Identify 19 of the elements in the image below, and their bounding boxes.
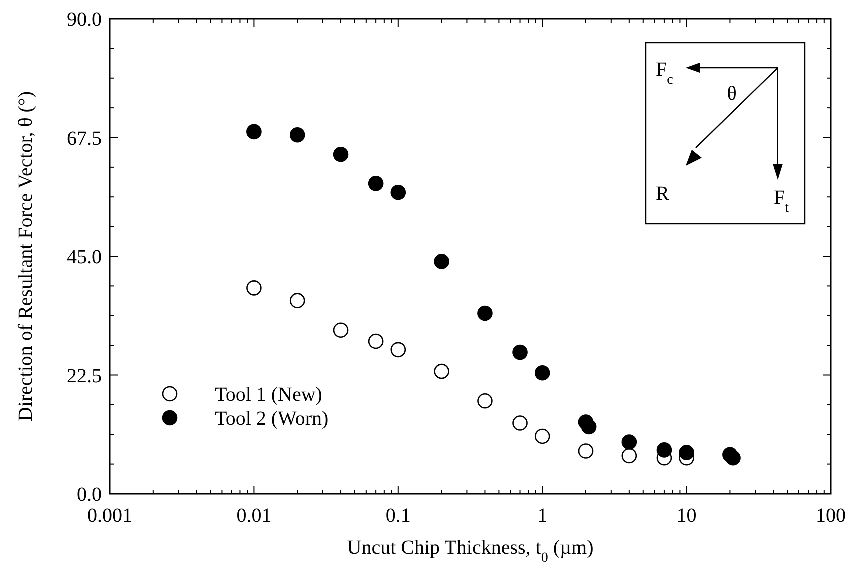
- y-tick-label: 45.0: [67, 246, 102, 268]
- legend-label: Tool 2 (Worn): [215, 408, 329, 430]
- y-tick-label: 0.0: [77, 484, 102, 506]
- x-tick-label: 0.001: [88, 505, 132, 527]
- annotation: θ: [727, 83, 737, 105]
- x-tick-label: 100: [816, 505, 846, 527]
- annotation: F$_{t}$: [774, 187, 790, 216]
- annotation: F$_{c}$: [656, 59, 674, 88]
- x-tick-label: 1: [538, 505, 548, 527]
- x-tick-label: 0.01: [236, 505, 272, 527]
- y-tick-label: 22.5: [67, 365, 102, 388]
- annotation: R: [656, 183, 670, 205]
- y-tick-label: 90.0: [67, 9, 102, 31]
- y-axis-title: Direction of Resultant Force Vector, θ (°): [15, 91, 37, 422]
- x-axis-title: Uncut Chip Thickness, t$_{0}$ (µm): [347, 537, 594, 566]
- x-tick-label: 0.1: [386, 505, 411, 527]
- y-tick-label: 67.5: [67, 128, 102, 150]
- x-tick-label: 10: [676, 505, 697, 527]
- legend-label: Tool 1 (New): [215, 384, 322, 406]
